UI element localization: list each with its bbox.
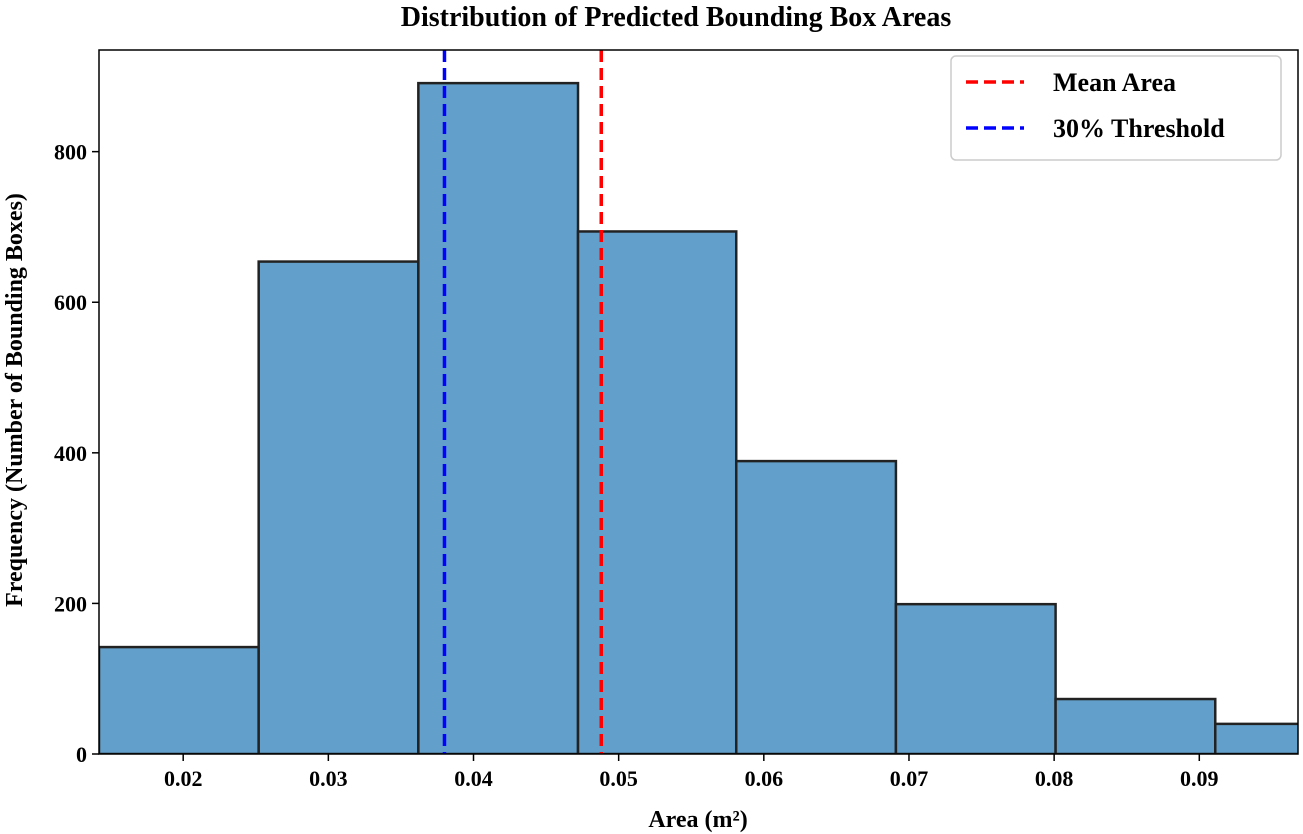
y-tick-label: 0 xyxy=(76,742,87,767)
histogram-bar xyxy=(1054,697,1217,754)
histogram-bar xyxy=(576,230,738,754)
histogram-bar xyxy=(417,81,580,754)
histogram-bar xyxy=(257,260,420,754)
legend-label: 30% Threshold xyxy=(1053,114,1225,143)
histogram-bar xyxy=(894,602,1057,754)
x-tick-label: 0.04 xyxy=(454,766,493,791)
legend-box xyxy=(950,55,1282,161)
y-tick-label: 600 xyxy=(54,290,87,315)
histogram-bar xyxy=(99,645,260,754)
x-tick-label: 0.08 xyxy=(1035,766,1074,791)
x-tick-label: 0.05 xyxy=(599,766,638,791)
x-tick-label: 0.02 xyxy=(164,766,203,791)
histogram-bar xyxy=(734,459,898,754)
y-tick-label: 400 xyxy=(54,441,87,466)
legend-label: Mean Area xyxy=(1053,68,1176,97)
y-tick-label: 800 xyxy=(54,140,87,165)
histogram-bar xyxy=(1214,722,1298,754)
reference-lines-group xyxy=(442,50,603,754)
x-tick-label: 0.06 xyxy=(745,766,784,791)
plot-frame xyxy=(98,49,1299,755)
legend: Mean Area 30% Threshold xyxy=(950,55,1282,161)
x-axis-ticks: 0.02 0.03 0.04 0.05 0.06 0.07 0.08 0.09 xyxy=(164,754,1219,791)
bars-group xyxy=(99,81,1298,754)
y-axis-ticks: 0 200 400 600 800 xyxy=(54,140,99,767)
chart-title: Distribution of Predicted Bounding Box A… xyxy=(401,2,952,33)
y-axis-label: Frequency (Number of Bounding Boxes) xyxy=(2,193,28,607)
y-tick-label: 200 xyxy=(54,591,87,616)
x-axis-label: Area (m²) xyxy=(648,807,747,833)
x-tick-label: 0.09 xyxy=(1180,766,1219,791)
x-tick-label: 0.07 xyxy=(890,766,929,791)
x-tick-label: 0.03 xyxy=(309,766,348,791)
